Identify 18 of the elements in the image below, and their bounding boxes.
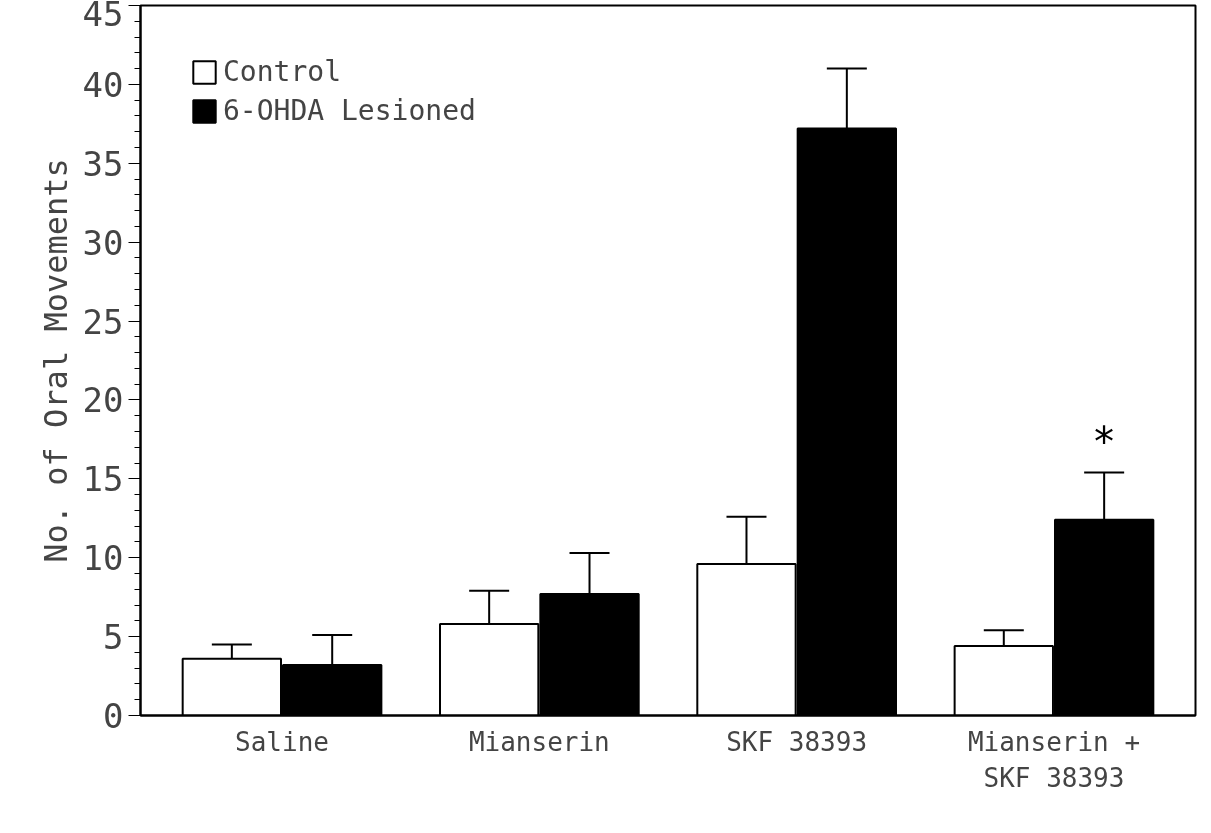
y-tick-label: 5 <box>103 617 124 658</box>
y-axis-title: No. of Oral Movements <box>36 158 75 563</box>
y-tick-label: 25 <box>82 301 124 342</box>
y-tick-label: 20 <box>82 380 124 421</box>
y-tick-label: 10 <box>82 538 124 579</box>
y-tick-label: 40 <box>82 64 124 105</box>
y-tick-label: 30 <box>82 222 124 263</box>
x-tick-label: Mianserin <box>468 726 610 757</box>
y-tick-label: 0 <box>103 696 124 736</box>
legend-label: Control <box>223 55 342 88</box>
annotation: * <box>1092 418 1117 465</box>
y-tick-label: 15 <box>82 459 124 500</box>
x-tick-label: SKF 38393 <box>726 726 868 757</box>
legend-label: 6-OHDA Lesioned <box>223 94 476 127</box>
y-tick-label: 35 <box>82 143 124 184</box>
x-tick-label: Mianserin + SKF 38393 <box>967 726 1141 793</box>
x-tick-label: Saline <box>235 726 329 757</box>
y-tick-label: 45 <box>82 0 124 34</box>
